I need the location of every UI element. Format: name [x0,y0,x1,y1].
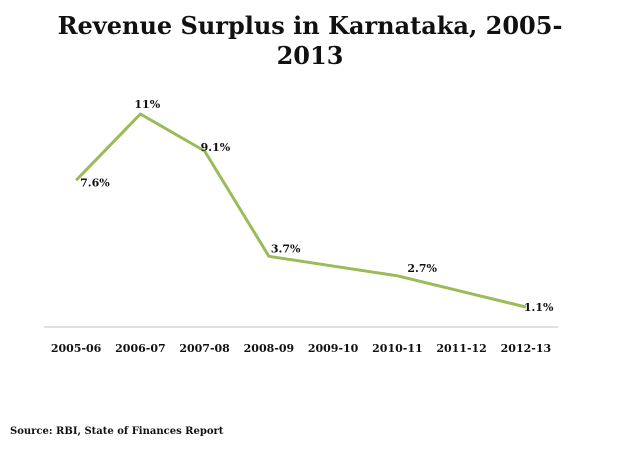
data-labels: 7.6% 11% 9.1% 3.7% 2.7% 1.1% [80,98,554,314]
x-tick-label: 2007-08 [179,342,230,355]
chart-title-line-2: 2013 [277,41,344,70]
x-tick-label: 2011-12 [436,342,487,355]
x-tick-label: 2006-07 [115,342,166,355]
data-label: 2.7% [407,262,437,275]
chart-title-line-1: Revenue Surplus in Karnataka, 2005- [58,11,563,40]
source-note: Source: RBI, State of Finances Report [10,426,224,437]
data-label: 9.1% [201,141,231,154]
x-tick-label: 2012-13 [501,342,552,355]
data-label: 3.7% [271,242,301,255]
x-tick-labels: 2005-06 2006-07 2007-08 2008-09 2009-10 2010-… [51,342,551,355]
data-label: 7.6% [80,176,110,189]
x-tick-label: 2008-09 [244,342,295,355]
data-label: 1.1% [524,301,554,314]
data-label: 11% [134,98,160,111]
series-line [75,112,527,309]
x-tick-label: 2005-06 [51,342,102,355]
x-tick-label: 2010-11 [372,342,423,355]
x-tick-label: 2009-10 [308,342,359,355]
